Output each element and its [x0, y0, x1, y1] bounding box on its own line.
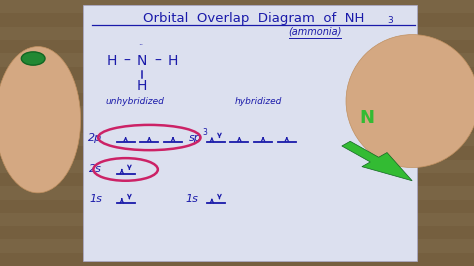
Text: –: –	[155, 54, 161, 68]
Text: 3: 3	[203, 128, 208, 137]
Bar	[0, 93, 474, 106]
Circle shape	[21, 52, 45, 65]
Text: H: H	[168, 54, 178, 68]
Ellipse shape	[0, 47, 81, 193]
Text: 2s: 2s	[89, 164, 102, 174]
Bar	[0, 160, 474, 173]
Bar	[0, 133, 474, 146]
Bar	[0, 226, 474, 239]
Text: N: N	[137, 54, 147, 68]
Bar	[0, 120, 474, 133]
Text: –: –	[123, 54, 130, 68]
Text: 1s: 1s	[89, 194, 102, 204]
Text: (ammonia): (ammonia)	[289, 27, 342, 37]
Text: hybridized: hybridized	[235, 97, 282, 106]
Bar	[0, 146, 474, 160]
Text: N: N	[360, 109, 375, 127]
Bar	[0, 253, 474, 266]
Bar	[0, 239, 474, 253]
Text: sp: sp	[189, 132, 201, 143]
Text: H: H	[106, 54, 117, 68]
Bar	[0, 53, 474, 66]
Bar	[0, 186, 474, 200]
Bar	[0, 27, 474, 40]
Bar	[0, 80, 474, 93]
Ellipse shape	[346, 35, 474, 168]
Text: H: H	[137, 80, 147, 93]
Text: 3: 3	[388, 16, 393, 25]
Bar	[0, 13, 474, 27]
Text: Orbital  Overlap  Diagram  of  NH: Orbital Overlap Diagram of NH	[143, 12, 365, 25]
Text: 2p: 2p	[88, 132, 102, 143]
Bar	[0, 213, 474, 226]
FancyArrow shape	[342, 141, 412, 181]
Bar	[0, 0, 474, 13]
Bar	[0, 40, 474, 53]
Bar	[0, 173, 474, 186]
Text: 1s: 1s	[185, 194, 198, 204]
Bar	[0, 200, 474, 213]
Text: ··: ··	[138, 41, 144, 50]
Bar	[83, 5, 417, 261]
Bar	[0, 106, 474, 120]
Bar	[0, 66, 474, 80]
Text: unhybridized: unhybridized	[106, 97, 164, 106]
